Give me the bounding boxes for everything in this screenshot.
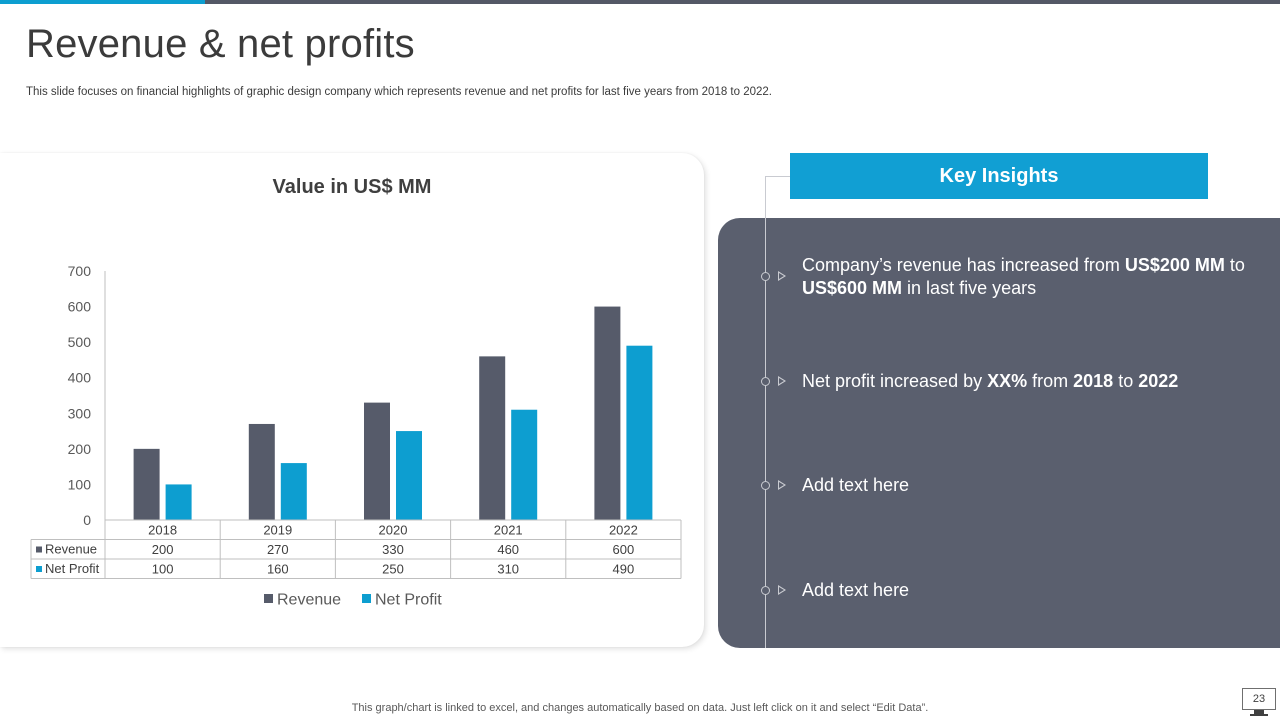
arrow-right-icon bbox=[778, 271, 786, 281]
insight-fragment: to bbox=[1113, 371, 1139, 391]
insight-fragment: from bbox=[1027, 371, 1074, 391]
legend-label: Net Profit bbox=[375, 592, 442, 609]
timeline-node bbox=[761, 272, 770, 281]
table-value: 160 bbox=[267, 562, 289, 577]
table-value: 310 bbox=[497, 562, 519, 577]
insight-text-2: Net profit increased by XX% from 2018 to… bbox=[802, 370, 1257, 393]
insight-fragment: to bbox=[1224, 255, 1245, 275]
insight-highlight: US$200 MM bbox=[1124, 255, 1225, 275]
timeline-node bbox=[761, 586, 770, 595]
bar-net-profit-2021 bbox=[511, 409, 538, 520]
monitor-stand-icon bbox=[1254, 710, 1264, 714]
y-tick-label: 0 bbox=[83, 512, 91, 528]
table-value: 490 bbox=[613, 562, 635, 577]
bar-revenue-2018 bbox=[133, 448, 160, 520]
footer-note: This graph/chart is linked to excel, and… bbox=[351, 702, 929, 714]
timeline-connector bbox=[765, 176, 790, 177]
table-value: 200 bbox=[152, 542, 174, 557]
insight-fragment: Net profit increased by bbox=[802, 371, 988, 391]
arrow-right-icon bbox=[778, 376, 786, 386]
top-accent-bar bbox=[0, 0, 205, 4]
insight-fragment: in last five years bbox=[902, 278, 1037, 298]
category-label: 2019 bbox=[263, 523, 292, 538]
category-label: 2021 bbox=[494, 523, 523, 538]
bar-revenue-2022 bbox=[594, 306, 621, 520]
monitor-base-icon bbox=[1250, 714, 1268, 716]
table-legend-swatch bbox=[36, 546, 42, 553]
arrow-right-icon bbox=[778, 585, 786, 595]
table-series-name: Revenue bbox=[45, 542, 97, 557]
insight-highlight: US$600 MM bbox=[802, 278, 903, 298]
table-series-name: Net Profit bbox=[45, 561, 100, 576]
page-number: 23 bbox=[1242, 688, 1276, 710]
legend-swatch bbox=[264, 594, 273, 603]
y-tick-label: 300 bbox=[68, 405, 92, 421]
slide-title: Revenue & net profits bbox=[26, 22, 415, 66]
table-value: 100 bbox=[152, 562, 174, 577]
bar-revenue-2020 bbox=[364, 402, 390, 520]
timeline-node bbox=[761, 481, 770, 490]
y-tick-label: 600 bbox=[68, 299, 92, 315]
insight-text-3: Add text here bbox=[802, 474, 1257, 497]
insight-highlight: 2018 bbox=[1073, 371, 1114, 391]
bar-net-profit-2020 bbox=[396, 431, 422, 520]
y-tick-label: 500 bbox=[68, 334, 92, 350]
category-label: 2018 bbox=[148, 523, 177, 538]
insight-text-1: Company’s revenue has increased from US$… bbox=[802, 254, 1257, 300]
y-tick-label: 700 bbox=[68, 263, 92, 279]
category-label: 2022 bbox=[609, 523, 638, 538]
table-value: 600 bbox=[613, 542, 635, 557]
insights-panel bbox=[718, 218, 1280, 648]
y-tick-label: 100 bbox=[68, 476, 92, 492]
table-legend-swatch bbox=[36, 566, 42, 572]
top-gray-bar bbox=[205, 0, 1280, 4]
bar-net-profit-2022 bbox=[626, 345, 653, 520]
insight-highlight: 2022 bbox=[1138, 371, 1179, 391]
chart-card[interactable] bbox=[0, 153, 704, 647]
insight-fragment: Add text here bbox=[802, 475, 910, 495]
timeline-line bbox=[765, 176, 766, 648]
legend-swatch bbox=[362, 594, 371, 603]
insight-fragment: Add text here bbox=[802, 580, 910, 600]
y-tick-label: 200 bbox=[68, 441, 92, 457]
table-value: 250 bbox=[382, 562, 404, 577]
table-value: 330 bbox=[382, 542, 404, 557]
arrow-right-icon bbox=[778, 480, 786, 490]
legend-label: Revenue bbox=[277, 592, 341, 609]
insight-fragment: Company’s revenue has increased from bbox=[802, 255, 1125, 275]
category-label: 2020 bbox=[379, 523, 408, 538]
table-value: 460 bbox=[497, 542, 519, 557]
bar-revenue-2021 bbox=[479, 356, 506, 520]
insight-highlight: XX% bbox=[987, 371, 1028, 391]
slide-subtitle: This slide focuses on financial highligh… bbox=[26, 86, 772, 98]
insight-text-4: Add text here bbox=[802, 579, 1257, 602]
chart-title: Value in US$ MM bbox=[272, 176, 432, 198]
bar-revenue-2019 bbox=[248, 423, 275, 520]
key-insights-header: Key Insights bbox=[790, 153, 1208, 199]
bar-net-profit-2018 bbox=[165, 484, 192, 520]
revenue-profit-chart[interactable]: 0 100 200 300 400 500 600 700 2018 2019 2020 2021 20… bbox=[0, 0, 704, 720]
table-value: 270 bbox=[267, 542, 289, 557]
y-tick-label: 400 bbox=[68, 370, 92, 386]
bar-net-profit-2019 bbox=[280, 463, 307, 520]
timeline-node bbox=[761, 377, 770, 386]
